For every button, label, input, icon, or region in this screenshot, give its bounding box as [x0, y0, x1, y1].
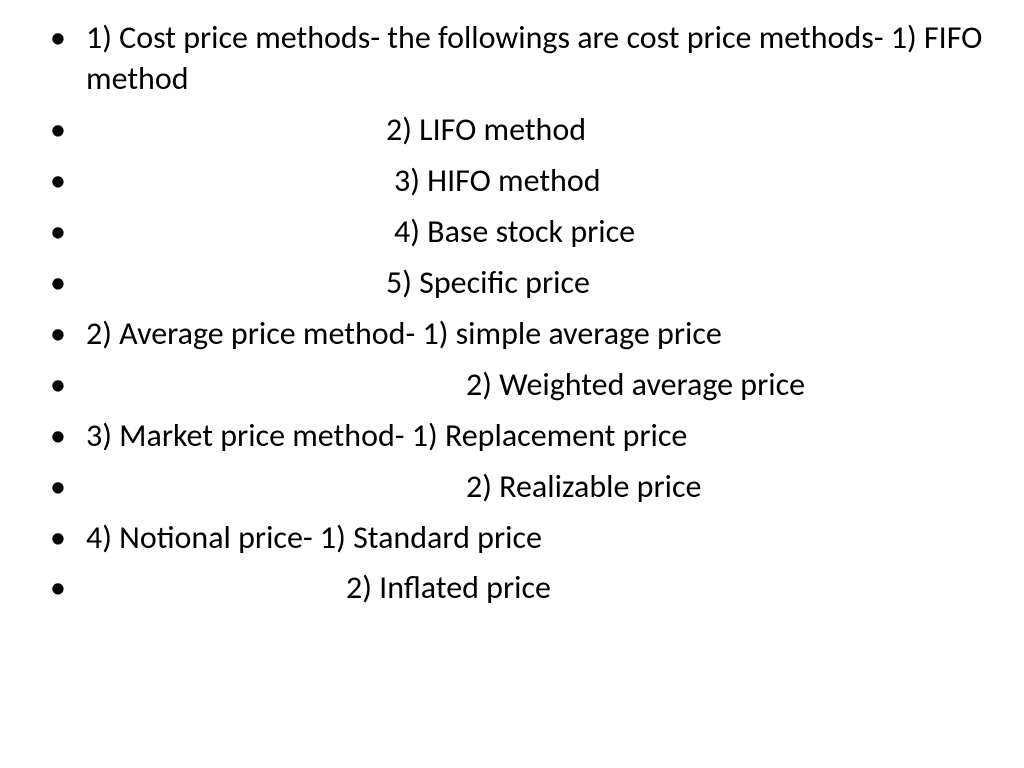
list-item-text: 3) HIFO method [86, 161, 601, 202]
list-item: 2) Realizable price [30, 467, 994, 508]
slide-bullet-list: 1) Cost price methods- the followings ar… [30, 18, 994, 609]
list-item: 3) Market price method- 1) Replacement p… [30, 416, 994, 457]
list-item-text: 2) Average price method- 1) simple avera… [86, 314, 722, 353]
list-item-text: 5) Specific price [86, 263, 590, 304]
list-item: 3) HIFO method [30, 161, 994, 202]
list-item: 2) Weighted average price [30, 365, 994, 406]
list-item-text: 2) LIFO method [86, 110, 586, 151]
list-item: 2) Average price method- 1) simple avera… [30, 314, 994, 355]
list-item: 2) Inflated price [30, 568, 994, 609]
list-item-text: 3) Market price method- 1) Replacement p… [86, 416, 687, 455]
list-item: 1) Cost price methods- the followings ar… [30, 18, 994, 100]
list-item-text: 2) Realizable price [86, 467, 701, 508]
list-item-text: 2) Inflated price [86, 568, 551, 609]
list-item-text: 1) Cost price methods- the followings ar… [86, 18, 982, 98]
list-item-text: 4) Base stock price [86, 212, 635, 253]
list-item: 2) LIFO method [30, 110, 994, 151]
list-item: 5) Specific price [30, 263, 994, 304]
list-item: 4) Base stock price [30, 212, 994, 253]
list-item-text: 2) Weighted average price [86, 365, 805, 406]
list-item: 4) Notional price- 1) Standard price [30, 518, 994, 559]
list-item-text: 4) Notional price- 1) Standard price [86, 518, 542, 557]
